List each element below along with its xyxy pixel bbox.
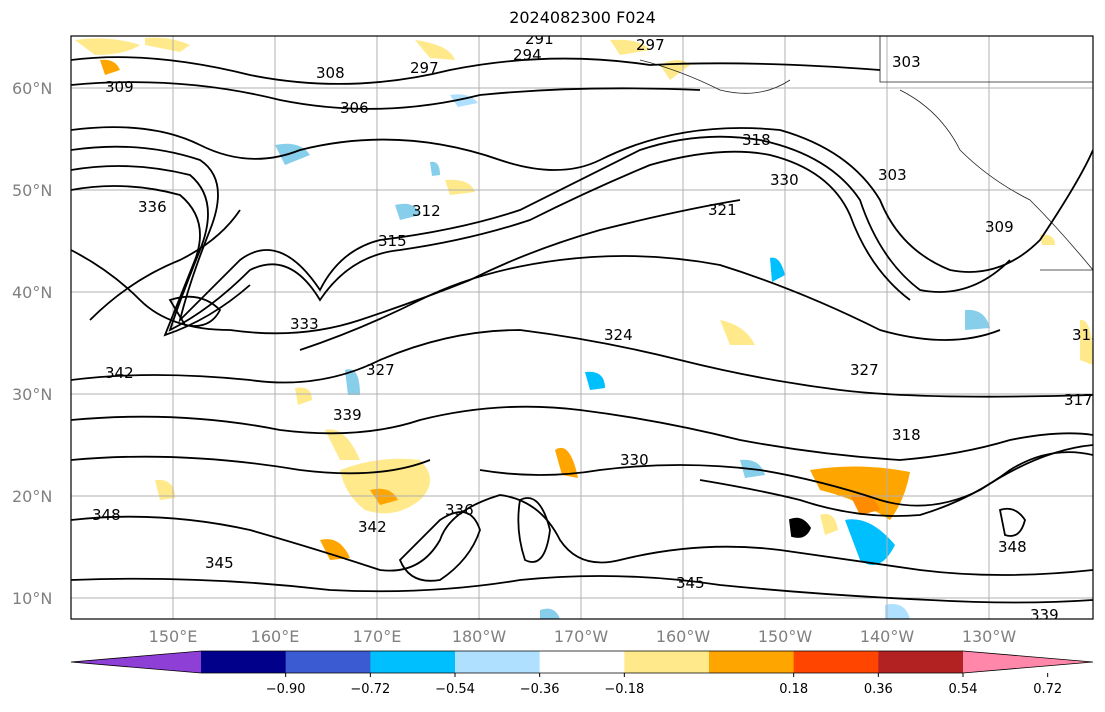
coastlines xyxy=(639,36,1093,271)
colorbar-extend-low xyxy=(71,651,201,673)
lon-label: 140°W xyxy=(860,627,915,646)
map-frame xyxy=(70,35,1094,620)
contour-label: 336 xyxy=(445,501,474,519)
lon-label: 150°E xyxy=(149,627,198,646)
colorbar-tick-label: 0.18 xyxy=(779,682,808,697)
lon-label: 170°W xyxy=(554,627,609,646)
contour-label: 315 xyxy=(378,232,407,250)
contour-label: 330 xyxy=(620,451,649,469)
colorbar-segment xyxy=(878,651,964,673)
contour-label: 327 xyxy=(366,361,395,379)
contour-label: 303 xyxy=(892,53,921,71)
plot-title: 2024082300 F024 xyxy=(509,8,656,27)
colorbar-extend-high xyxy=(963,651,1093,673)
lon-label: 150°W xyxy=(758,627,813,646)
contour-label: 348 xyxy=(92,506,121,524)
contour-label: 327 xyxy=(850,361,879,379)
lat-label: 40°N xyxy=(12,283,52,302)
colorbar-segment xyxy=(624,651,710,673)
colorbar-segment xyxy=(201,651,287,673)
contour-label: 297 xyxy=(410,59,439,77)
contour-label: 291 xyxy=(525,30,554,48)
contour-label: 294 xyxy=(513,46,542,64)
lon-label: 130°W xyxy=(962,627,1017,646)
contour-label: 348 xyxy=(998,538,1027,556)
contour-label: 297 xyxy=(636,36,665,54)
lat-label: 10°N xyxy=(12,589,52,608)
colorbar-tick-label: −0.18 xyxy=(604,682,644,697)
map-area xyxy=(71,36,1093,619)
contour-label: 339 xyxy=(1030,606,1059,624)
contour-label: 309 xyxy=(105,78,134,96)
lat-label: 30°N xyxy=(12,385,52,404)
colorbar-outline xyxy=(70,650,1094,674)
contour-label: 345 xyxy=(676,574,705,592)
contour-label: 315 xyxy=(1072,326,1101,344)
colorbar-tick-label: 0.72 xyxy=(1033,682,1062,697)
contour-label: 309 xyxy=(985,218,1014,236)
colorbar-tick-label: −0.36 xyxy=(520,682,560,697)
contour-label: 342 xyxy=(105,364,134,382)
colorbar-tick-label: −0.54 xyxy=(435,682,475,697)
contour-label: 342 xyxy=(358,518,387,536)
contour-label: 303 xyxy=(878,166,907,184)
lat-axis: 60°N 50°N 40°N 30°N 20°N 10°N xyxy=(12,79,52,608)
contour-label: 317 xyxy=(1064,391,1093,409)
contour-label: 339 xyxy=(333,406,362,424)
contour-labels: 309 297 294 291 297 303 306 308 312 315 … xyxy=(92,30,1101,624)
lat-label: 60°N xyxy=(12,79,52,98)
contour-label: 308 xyxy=(316,64,345,82)
colorbar-segment xyxy=(539,651,625,673)
colorbar-tick-label: 0.54 xyxy=(949,682,978,697)
contour-label: 318 xyxy=(892,426,921,444)
contour-label: 330 xyxy=(770,171,799,189)
contours xyxy=(71,56,1093,604)
lon-label: 160°W xyxy=(656,627,711,646)
lon-label: 170°E xyxy=(353,627,402,646)
lat-label: 50°N xyxy=(12,181,52,200)
contour-label: 312 xyxy=(412,202,441,220)
contour-label: 333 xyxy=(290,315,319,333)
colorbar-tick-label: −0.90 xyxy=(266,682,306,697)
lon-axis: 150°E 160°E 170°E 180°W 170°W 160°W 150°… xyxy=(149,627,1017,646)
colorbar-tick-label: 0.36 xyxy=(864,682,893,697)
colorbar-segment xyxy=(285,651,371,673)
colorbar-segment xyxy=(793,651,879,673)
colorbar-tick-label: −0.72 xyxy=(350,682,390,697)
contour-label: 324 xyxy=(604,326,633,344)
lat-label: 20°N xyxy=(12,487,52,506)
contour-label: 336 xyxy=(138,198,167,216)
contour-label: 345 xyxy=(205,554,234,572)
lon-label: 180°W xyxy=(452,627,507,646)
lon-label: 160°E xyxy=(251,627,300,646)
colorbar-segment xyxy=(370,651,456,673)
colorbar-segment xyxy=(455,651,541,673)
contour-label: 318 xyxy=(742,131,771,149)
contour-label: 321 xyxy=(708,201,737,219)
colorbar-segment xyxy=(709,651,795,673)
contour-label: 306 xyxy=(340,99,369,117)
colorbar: −0.90 −0.72 −0.54 −0.36 −0.18 0.18 0.36 0.54 0.7… xyxy=(70,650,1094,697)
